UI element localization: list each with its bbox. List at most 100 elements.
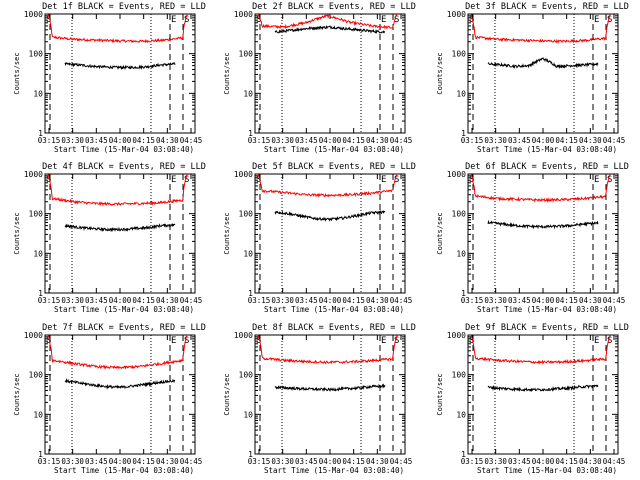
- start-marker-label: S: [184, 336, 189, 346]
- plot-frame: [467, 173, 619, 294]
- events-series-line: [274, 24, 386, 35]
- y-tick-label: 1: [38, 450, 43, 459]
- chart-panel-4: Det 4f BLACK = Events, RED = LLD 1 10 100 10…: [13, 162, 206, 314]
- x-tick-label: 03:15: [461, 296, 484, 305]
- lld-series-line: [470, 13, 611, 44]
- events-series-line: [274, 383, 386, 392]
- x-tick-label: 04:00: [319, 296, 342, 305]
- chart-panel-9: Det 9f BLACK = Events, RED = LLD 1 10 100 10…: [436, 323, 629, 475]
- plot-frame: [467, 13, 619, 134]
- start-marker-label: S: [256, 336, 261, 346]
- y-axis-label: Counts/sec: [13, 373, 21, 415]
- x-tick-label: 03:45: [508, 296, 531, 305]
- plot-frame: [44, 334, 196, 455]
- start-marker-label: S: [394, 336, 399, 346]
- x-axis-label: Start Time (15-Mar-04 03:08:40): [264, 145, 404, 154]
- y-tick-label: 1000: [24, 331, 43, 340]
- end-marker-label: E: [381, 15, 386, 25]
- y-tick-label: 1000: [234, 170, 253, 179]
- start-marker-label: S: [184, 15, 189, 25]
- x-tick-label: 03:15: [38, 296, 61, 305]
- start-marker-label: S: [46, 15, 51, 25]
- lld-series-line: [257, 334, 398, 365]
- x-tick-label: 04:30: [579, 457, 602, 466]
- chart-title: Det 7f BLACK = Events, RED = LLD: [42, 323, 206, 333]
- chart-title: Det 9f BLACK = Events, RED = LLD: [465, 323, 629, 333]
- x-tick-label: 04:00: [109, 296, 132, 305]
- end-marker-label: E: [594, 336, 599, 346]
- events-series-line: [64, 222, 176, 233]
- chart-title: Det 6f BLACK = Events, RED = LLD: [465, 162, 629, 172]
- x-tick-label: 04:30: [156, 136, 179, 145]
- x-tick-label: 03:45: [508, 136, 531, 145]
- start-marker-label: S: [256, 15, 261, 25]
- x-tick-label: 04:15: [555, 136, 578, 145]
- lld-series-line: [470, 334, 611, 365]
- y-tick-label: 1000: [234, 10, 253, 19]
- x-tick-label: 03:15: [38, 136, 61, 145]
- x-tick-label: 04:45: [390, 296, 413, 305]
- x-tick-label: 04:00: [319, 136, 342, 145]
- lld-series-line: [47, 334, 188, 370]
- y-axis-label: Counts/sec: [223, 52, 231, 94]
- y-tick-label: 1: [248, 289, 253, 298]
- chart-title: Det 3f BLACK = Events, RED = LLD: [465, 2, 629, 12]
- x-axis-label: Start Time (15-Mar-04 03:08:40): [477, 305, 617, 314]
- end-marker-label: E: [171, 336, 176, 346]
- x-tick-label: 04:45: [390, 136, 413, 145]
- y-tick-label: 10: [456, 410, 466, 419]
- x-tick-label: 04:30: [579, 136, 602, 145]
- x-tick-label: 04:45: [180, 296, 203, 305]
- y-tick-label: 100: [29, 210, 44, 219]
- x-tick-label: 04:15: [132, 457, 155, 466]
- x-tick-label: 03:30: [271, 296, 294, 305]
- x-tick-label: 04:30: [156, 457, 179, 466]
- end-marker-label: E: [171, 15, 176, 25]
- x-tick-label: 04:45: [180, 457, 203, 466]
- chart-title: Det 8f BLACK = Events, RED = LLD: [252, 323, 416, 333]
- events-series-line: [487, 57, 599, 70]
- lld-series-line: [257, 13, 398, 30]
- end-marker-label: E: [381, 175, 386, 185]
- y-tick-label: 10: [456, 89, 466, 98]
- end-marker-label: E: [594, 175, 599, 185]
- y-tick-label: 10: [33, 249, 43, 258]
- lld-series-line: [47, 13, 188, 44]
- x-tick-label: 03:45: [85, 296, 108, 305]
- x-tick-label: 04:15: [555, 296, 578, 305]
- x-tick-label: 03:30: [271, 136, 294, 145]
- x-axis-label: Start Time (15-Mar-04 03:08:40): [264, 305, 404, 314]
- chart-title: Det 4f BLACK = Events, RED = LLD: [42, 162, 206, 172]
- events-series-line: [64, 61, 176, 70]
- y-tick-label: 1000: [24, 10, 43, 19]
- x-axis-label: Start Time (15-Mar-04 03:08:40): [54, 145, 194, 154]
- start-marker-label: S: [184, 175, 189, 185]
- events-series-line: [64, 377, 176, 390]
- x-tick-label: 04:45: [603, 136, 626, 145]
- x-tick-label: 04:45: [390, 457, 413, 466]
- x-tick-label: 03:45: [295, 296, 318, 305]
- x-axis-label: Start Time (15-Mar-04 03:08:40): [54, 305, 194, 314]
- events-series-line: [487, 219, 599, 230]
- x-tick-label: 04:30: [366, 457, 389, 466]
- y-tick-label: 100: [452, 50, 467, 59]
- x-tick-label: 03:15: [248, 457, 271, 466]
- x-tick-label: 04:15: [342, 296, 365, 305]
- chart-panel-5: Det 5f BLACK = Events, RED = LLD 1 10 100 10…: [223, 162, 416, 314]
- chart-panel-6: Det 6f BLACK = Events, RED = LLD 1 10 100 10…: [436, 162, 629, 314]
- x-tick-label: 03:15: [461, 457, 484, 466]
- x-tick-label: 04:30: [366, 296, 389, 305]
- x-tick-label: 03:45: [85, 136, 108, 145]
- plot-frame: [467, 334, 619, 455]
- x-tick-label: 03:30: [271, 457, 294, 466]
- lld-series-line: [257, 173, 398, 198]
- x-axis-label: Start Time (15-Mar-04 03:08:40): [264, 466, 404, 475]
- end-marker-label: E: [594, 15, 599, 25]
- x-tick-label: 04:45: [603, 296, 626, 305]
- x-tick-label: 03:15: [38, 457, 61, 466]
- y-tick-label: 1: [461, 129, 466, 138]
- y-tick-label: 1000: [447, 331, 466, 340]
- y-tick-label: 100: [452, 371, 467, 380]
- y-tick-label: 100: [29, 50, 44, 59]
- chart-panel-2: Det 2f BLACK = Events, RED = LLD 1 10 100 10…: [223, 2, 416, 154]
